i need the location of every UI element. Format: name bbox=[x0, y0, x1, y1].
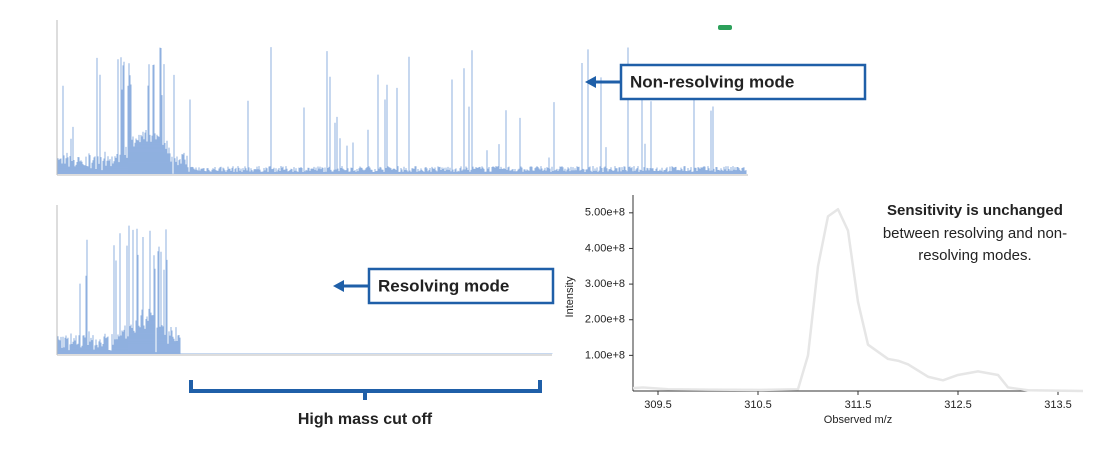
x-tick-label: 310.5 bbox=[744, 399, 772, 411]
spectrum-line bbox=[632, 208, 1084, 393]
bracket-label: High mass cut off bbox=[298, 411, 433, 428]
y-tick-label: 3.00e+8 bbox=[585, 278, 625, 290]
callout-text: Resolving mode bbox=[378, 276, 509, 295]
x-tick-label: 312.5 bbox=[944, 399, 972, 411]
bracket bbox=[189, 380, 542, 400]
y-tick-label: 2.00e+8 bbox=[585, 314, 625, 326]
arrow-head bbox=[333, 280, 344, 292]
callout-box bbox=[367, 267, 555, 305]
legend-swatch bbox=[718, 25, 732, 30]
y-axis-label: Intensity bbox=[564, 276, 576, 317]
x-tick-label: 309.5 bbox=[644, 399, 672, 411]
x-tick-label: 311.5 bbox=[845, 399, 872, 411]
callout-box bbox=[619, 63, 867, 101]
y-tick-label: 1.00e+8 bbox=[585, 349, 625, 361]
y-tick-label: 5.00e+8 bbox=[585, 207, 625, 219]
spectrum bbox=[57, 47, 747, 174]
y-tick-label: 4.00e+8 bbox=[585, 242, 625, 254]
note-text: between resolving and non- bbox=[883, 225, 1067, 242]
x-axis-label: Observed m/z bbox=[824, 414, 892, 426]
arrow-head bbox=[585, 76, 596, 88]
spectrum bbox=[57, 225, 553, 354]
note-text: resolving modes. bbox=[918, 247, 1031, 264]
spectra bbox=[57, 47, 747, 354]
x-tick-label: 313.5 bbox=[1044, 399, 1072, 411]
note-title: Sensitivity is unchanged bbox=[887, 202, 1063, 219]
callout-text: Non-resolving mode bbox=[630, 72, 794, 91]
